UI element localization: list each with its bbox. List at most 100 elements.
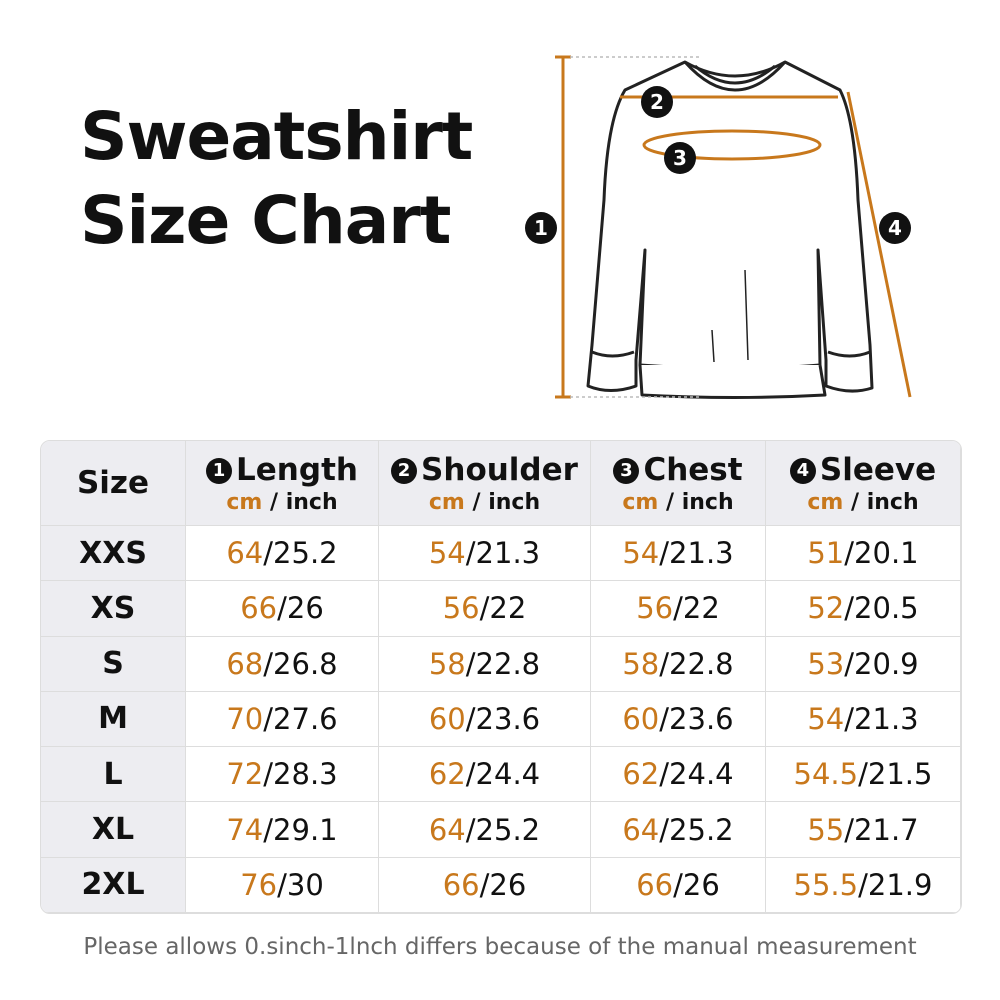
- cm-value: 66: [636, 867, 674, 902]
- separator: /: [844, 812, 855, 847]
- separator: /: [277, 867, 287, 902]
- value-cell: 51/20.1: [766, 526, 961, 582]
- size-label: XXS: [41, 526, 186, 582]
- separator: /: [659, 646, 670, 681]
- separator: /: [844, 701, 855, 736]
- size-label: L: [41, 747, 186, 803]
- cm-value: 56: [636, 591, 674, 626]
- inch-value: 24.4: [669, 757, 734, 792]
- value-cell: 62/24.4: [591, 747, 766, 803]
- cm-value: 60: [622, 701, 660, 736]
- separator: /: [673, 591, 683, 626]
- column-header: 1 Length cm / inch: [186, 441, 379, 526]
- value-cell: 76/30: [186, 857, 379, 913]
- unit-cm: cm: [807, 489, 844, 515]
- separator: /: [851, 489, 860, 515]
- unit-inch: inch: [488, 489, 541, 515]
- separator: /: [465, 536, 476, 571]
- value-cell: 66/26: [186, 581, 379, 637]
- separator: /: [479, 867, 490, 902]
- separator: /: [659, 812, 670, 847]
- value-cell: 64/25.2: [186, 526, 379, 582]
- inch-value: 24.4: [475, 757, 541, 792]
- separator: /: [666, 489, 675, 515]
- cm-value: 56: [442, 591, 480, 626]
- marker-number: 2: [650, 90, 664, 114]
- header-title: 4 Sleeve: [789, 451, 937, 488]
- column-header: 4 Sleeve cm / inch: [766, 441, 961, 526]
- separator: /: [465, 646, 476, 681]
- cm-value: 55: [807, 812, 845, 847]
- sweatshirt-diagram: 1 2 3 4: [525, 55, 912, 399]
- value-cell: 52/20.5: [766, 581, 961, 637]
- cm-value: 58: [428, 646, 466, 681]
- header-title: 3 Chest: [613, 451, 743, 488]
- value-cell: 54.5/21.5: [766, 747, 961, 803]
- header-title: 2 Shoulder: [391, 452, 578, 488]
- value-cell: 58/22.8: [379, 636, 591, 692]
- units: cm / inch: [622, 490, 733, 515]
- cm-value: 74: [226, 812, 264, 847]
- inch-value: 22.8: [475, 646, 541, 681]
- cm-value: 54.5: [793, 757, 859, 792]
- unit-inch: inch: [681, 489, 734, 515]
- badge: 4: [789, 457, 816, 484]
- units: cm / inch: [429, 490, 540, 515]
- unit-inch: inch: [866, 489, 919, 515]
- value-cell: 55.5/21.9: [766, 857, 961, 913]
- column-label: Chest: [643, 451, 743, 488]
- value-cell: 60/23.6: [379, 691, 591, 748]
- cm-value: 66: [442, 867, 480, 902]
- size-header: Size: [41, 441, 186, 526]
- inch-value: 29.1: [273, 812, 338, 847]
- inch-value: 21.7: [854, 812, 919, 847]
- cm-value: 68: [226, 646, 264, 681]
- badge: 2: [391, 457, 418, 484]
- inch-value: 26.8: [273, 646, 338, 681]
- inch-value: 23.6: [669, 701, 734, 736]
- marker-number: 3: [673, 146, 687, 170]
- value-cell: 62/24.4: [379, 747, 591, 803]
- value-cell: 53/20.9: [766, 636, 961, 692]
- inch-value: 25.2: [273, 536, 338, 571]
- cm-value: 76: [240, 867, 278, 902]
- separator: /: [465, 812, 476, 847]
- cm-value: 62: [428, 757, 466, 792]
- size-table: Size 1 Length cm / inch 2 Shoulder cm / inch 3 C…: [40, 440, 962, 914]
- separator: /: [263, 701, 274, 736]
- separator: /: [858, 757, 868, 792]
- separator: /: [263, 812, 274, 847]
- size-label: XS: [41, 581, 186, 637]
- column-header: 2 Shoulder cm / inch: [379, 441, 591, 526]
- footnote: Please allows 0.sinch-1lnch differs beca…: [83, 934, 917, 960]
- inch-value: 27.6: [273, 701, 338, 736]
- badge: 3: [613, 457, 640, 484]
- header-title: 1 Length: [206, 452, 358, 488]
- inch-value: 22: [682, 591, 720, 626]
- inch-value: 22.8: [669, 646, 734, 681]
- inch-value: 21.3: [475, 536, 541, 571]
- inch-value: 25.2: [475, 812, 541, 847]
- inch-value: 26: [286, 591, 324, 626]
- separator: /: [844, 591, 855, 626]
- cm-value: 64: [226, 536, 264, 571]
- marker-number: 1: [534, 216, 548, 240]
- inch-value: 20.9: [854, 646, 919, 681]
- cm-value: 72: [226, 757, 264, 792]
- size-label: 2XL: [41, 857, 186, 913]
- cm-value: 54: [807, 701, 845, 736]
- value-cell: 64/25.2: [379, 802, 591, 858]
- value-cell: 68/26.8: [186, 636, 379, 692]
- inch-value: 25.2: [669, 812, 734, 847]
- separator: /: [673, 867, 683, 902]
- column-label: Sleeve: [819, 451, 937, 488]
- value-cell: 54/21.3: [591, 526, 766, 582]
- badge: 1: [206, 457, 233, 484]
- cm-value: 54: [622, 536, 660, 571]
- size-label: M: [41, 691, 186, 748]
- size-label: S: [41, 636, 186, 692]
- marker-circle: [664, 142, 696, 174]
- separator: /: [479, 591, 490, 626]
- size-label: XL: [41, 802, 186, 858]
